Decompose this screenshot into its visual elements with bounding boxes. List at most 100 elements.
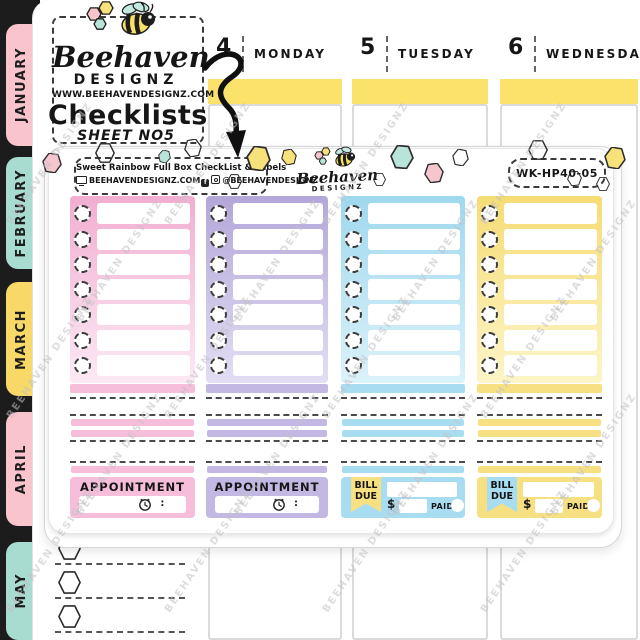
checkbox-circle [74, 205, 91, 223]
paid-checkbox-circle [587, 499, 600, 512]
bill-label-line2: DUE [354, 490, 378, 502]
checklist-line-field [504, 354, 597, 376]
todo-dashed-line [55, 563, 185, 565]
appointment-time-field: : [215, 496, 319, 513]
checkbox-circle [345, 306, 362, 324]
checklist-row [345, 279, 460, 300]
month-tab-april[interactable]: APRIL [6, 412, 36, 526]
perforation-line [206, 414, 328, 416]
perforation-line [477, 440, 602, 442]
hexagon-decor-icon [95, 143, 115, 163]
day-number: 5 [360, 35, 376, 60]
checklist-line-field [97, 279, 190, 300]
checkbox-circle [74, 255, 91, 273]
month-tab-january[interactable]: JANUARY [6, 24, 36, 146]
checklist-line-field [97, 304, 190, 326]
header-strip [342, 430, 464, 437]
checklist-line-field [97, 228, 190, 250]
bill-label-line1: BILL [354, 480, 378, 491]
hexagon-decor-icon [528, 140, 548, 160]
checklist-row [74, 329, 190, 351]
checklist-line-field [233, 304, 323, 326]
checklist-line-field [97, 329, 190, 351]
bill-amount-field [535, 499, 563, 513]
perforation-line [70, 414, 195, 416]
appointment-time-field: : [79, 496, 186, 513]
checkbox-circle [210, 356, 227, 374]
checklist-row [345, 329, 460, 351]
month-tab-label: JANUARY [13, 47, 29, 123]
todo-hexagon-checkbox [58, 605, 81, 628]
checklist-row [481, 304, 597, 326]
checklist-box-purple [206, 196, 328, 383]
paid-label: PAID: [567, 502, 594, 511]
checkbox-circle [345, 356, 362, 374]
time-colon: : [294, 498, 299, 509]
perforation-line [206, 397, 328, 399]
checklist-row [345, 304, 460, 326]
day-divider [534, 36, 536, 72]
appointment-sticker-pink: APPOINTMENT: [70, 477, 195, 518]
clock-icon [272, 497, 286, 512]
sheet-contact-line: BEEHAVENDESIGNZ.COM @BEEHAVENDESIGNZ [76, 175, 318, 187]
perforation-line [341, 414, 465, 416]
checkbox-circle [481, 281, 498, 298]
bill-title-field [523, 482, 594, 497]
hexagon-decor-icon [424, 162, 444, 184]
checkbox-circle [345, 281, 362, 298]
header-strip [71, 430, 194, 437]
header-strip [207, 430, 327, 437]
checklist-line-field [368, 253, 460, 275]
checklist-row [481, 354, 597, 376]
label-strip [70, 384, 195, 393]
header-strip [207, 466, 327, 473]
day-highlight-bar [352, 79, 488, 104]
hexagon-decor-icon [227, 174, 242, 189]
paid-checkbox-circle [451, 499, 464, 512]
day-divider [242, 36, 244, 72]
brand-logo-box [52, 16, 204, 144]
checklist-row [74, 354, 190, 376]
checkbox-circle [345, 230, 362, 248]
month-tab-label: APRIL [13, 443, 29, 495]
appointment-label: APPOINTMENT [79, 480, 186, 494]
month-tab-may[interactable]: MAY [6, 542, 36, 640]
checklist-line-field [504, 329, 597, 351]
bill-label-line1: BILL [490, 480, 514, 491]
checkbox-circle [481, 230, 498, 248]
hexagon-decor-icon [390, 144, 414, 170]
checklist-line-field [233, 228, 323, 250]
label-strip [206, 384, 328, 393]
month-tab-label: MARCH [13, 308, 29, 370]
checklist-line-field [233, 329, 323, 351]
time-colon: : [160, 498, 165, 509]
bill-due-sticker-yellow: BILL DUE $ PAID: [477, 477, 602, 518]
sheet-handle-text: @BEEHAVENDESIGNZ [222, 176, 318, 185]
perforation-line [341, 397, 465, 399]
header-strip [342, 466, 464, 473]
checklist-row [481, 329, 597, 351]
checklist-row [345, 253, 460, 275]
instagram-icon [211, 175, 221, 184]
day-name: MONDAY [254, 47, 327, 61]
facebook-icon [201, 179, 210, 187]
checkbox-circle [481, 205, 498, 223]
checklist-row [345, 354, 460, 376]
hexagon-decor-icon [596, 177, 610, 191]
label-strip [341, 384, 465, 393]
checkbox-circle [345, 205, 362, 223]
checklist-line-field [368, 354, 460, 376]
hexagon-decor-icon [373, 173, 386, 186]
bill-amount-field [399, 499, 427, 513]
header-strip [478, 419, 601, 426]
month-tab-february[interactable]: FEBRUARY [6, 157, 36, 269]
sheet-number: SHEET NO5 [77, 128, 175, 144]
label-strip [477, 384, 602, 393]
month-tab-march[interactable]: MARCH [6, 282, 36, 396]
hexagons-bee-icon [84, 0, 162, 40]
checklist-row [210, 354, 323, 376]
bill-due-flag: BILL DUE [487, 477, 517, 512]
checkbox-circle [210, 205, 227, 223]
hexagon-decor-icon [452, 148, 469, 167]
checklist-row [210, 279, 323, 300]
